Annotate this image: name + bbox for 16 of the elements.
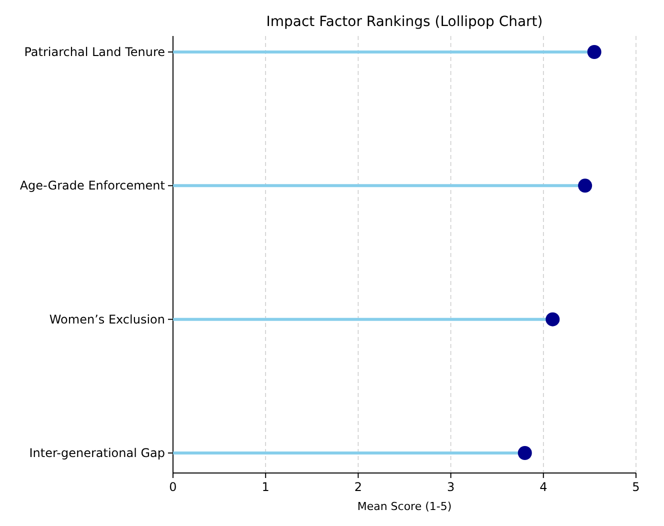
- point: [518, 446, 532, 460]
- y-tick-label: Patriarchal Land Tenure: [24, 45, 165, 59]
- x-tick-label: 0: [169, 480, 177, 494]
- x-tick-label: 3: [446, 480, 455, 494]
- y-tick-label: Age-Grade Enforcement: [20, 178, 166, 193]
- y-tick-label: Women’s Exclusion: [49, 312, 165, 326]
- point: [578, 178, 592, 193]
- x-tick-label: 5: [632, 480, 640, 494]
- x-tick-label: 4: [540, 480, 548, 494]
- y-tick-label: Inter-generational Gap: [29, 446, 165, 460]
- x-tick-label: 1: [262, 480, 270, 494]
- point: [587, 45, 602, 59]
- chart-title: Impact Factor Rankings (Lollipop Chart): [266, 14, 543, 30]
- point: [546, 312, 560, 326]
- x-axis-title: Mean Score (1-5): [357, 500, 452, 513]
- x-tick-label: 2: [354, 480, 362, 494]
